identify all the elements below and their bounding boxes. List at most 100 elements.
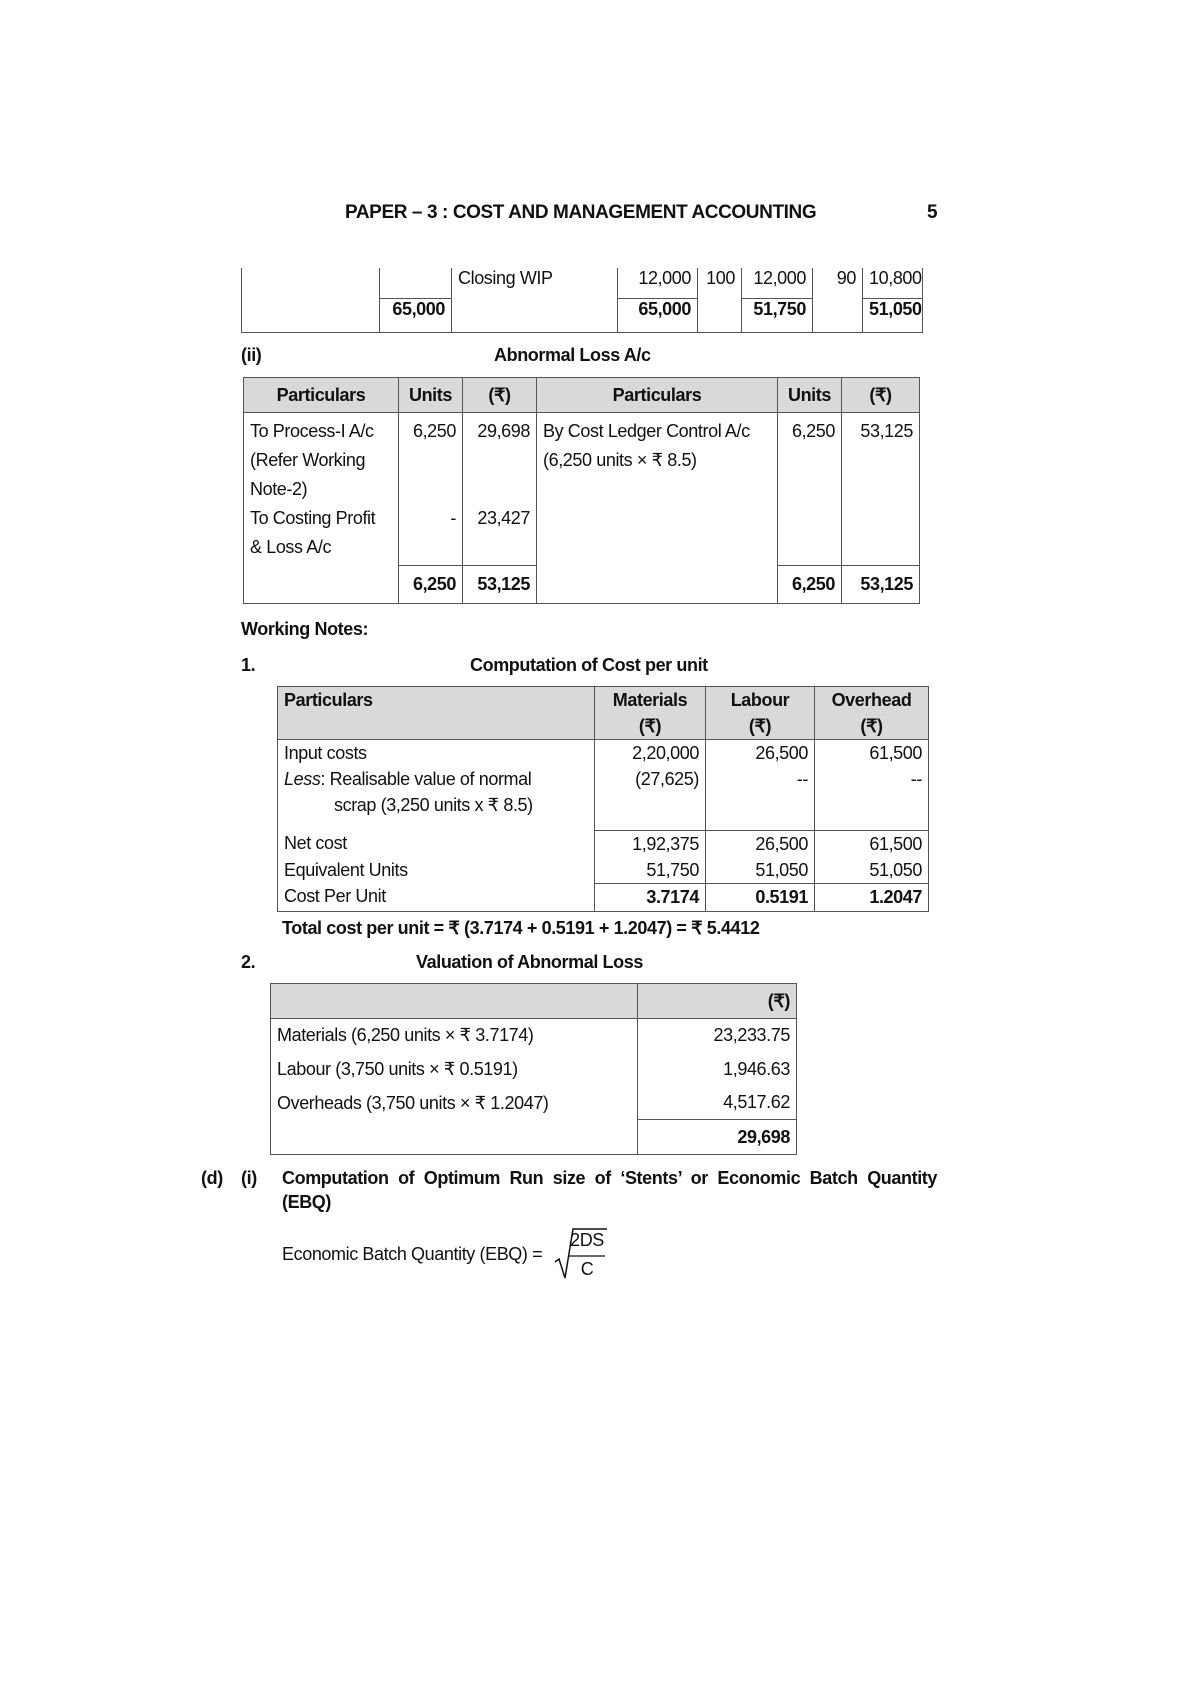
debit-units: 6,250 - <box>398 412 463 566</box>
credit-particulars: By Cost Ledger Control A/c (6,250 units … <box>536 412 778 566</box>
table-row: Materials (6,250 units × ₹ 3.7174) 23,23… <box>270 1018 797 1053</box>
line: (Refer Working <box>250 450 366 470</box>
cell: 51,050 <box>814 856 929 884</box>
cell: 12,000 <box>617 268 698 298</box>
cell: 100 <box>697 268 742 298</box>
column-header: Labour (₹) <box>705 686 815 740</box>
page-number: 5 <box>927 202 938 223</box>
total: 6,250 <box>777 565 842 604</box>
line: (6,250 units × ₹ 8.5) <box>543 450 697 470</box>
debit-amount: 29,698 23,427 <box>462 412 537 566</box>
note-number: 2. <box>241 952 256 972</box>
cell: 65,000 <box>617 297 698 333</box>
column-header: (₹) <box>637 983 797 1019</box>
row-label: Net cost <box>277 830 595 857</box>
cell: 51,750 <box>594 856 706 884</box>
column-header: Particulars <box>243 377 399 413</box>
cell: 61,500 <box>814 739 929 766</box>
line: & Loss A/c <box>250 537 332 557</box>
column-header: Particulars <box>277 686 595 740</box>
total: 53,125 <box>841 565 920 604</box>
credit-units: 6,250 <box>777 412 842 566</box>
cell: 23,233.75 <box>637 1018 797 1053</box>
row-label: Overheads (3,750 units × ₹ 1.2047) <box>270 1086 638 1120</box>
cell: 90 <box>812 268 863 298</box>
table-row: Net cost 1,92,375 26,500 61,500 <box>277 830 929 857</box>
header-label: Materials <box>612 690 688 710</box>
cell: 51,750 <box>741 297 813 333</box>
ebq-heading: Computation of Optimum Run size of ‘Sten… <box>282 1168 937 1188</box>
table-row: Cost Per Unit 3.7174 0.5191 1.2047 <box>277 883 929 912</box>
cell: 51,050 <box>862 297 923 333</box>
cell: (27,625) <box>594 766 706 831</box>
header-label: Labour <box>730 690 790 710</box>
abnormal-loss-valuation-table: (₹) Materials (6,250 units × ₹ 3.7174) 2… <box>270 983 797 1155</box>
ebq-heading-cont: (EBQ) <box>282 1192 331 1212</box>
cell: 1,92,375 <box>594 830 706 857</box>
table-row: Equivalent Units 51,750 51,050 51,050 <box>277 856 929 884</box>
cell: 51,050 <box>705 856 815 884</box>
column-header: Units <box>777 377 842 413</box>
page-header-title: PAPER – 3 : COST AND MANAGEMENT ACCOUNTI… <box>345 202 817 223</box>
cell: 61,500 <box>814 830 929 857</box>
section-marker: (d) <box>201 1168 223 1188</box>
formula-numerator: 2DS <box>570 1230 604 1250</box>
header-label: Overhead <box>831 690 912 710</box>
row-label: Less: Realisable value of normal scrap (3… <box>277 766 595 830</box>
column-header: Particulars <box>536 377 778 413</box>
row-label: Cost Per Unit <box>277 883 595 912</box>
cell: 12,000 <box>741 268 813 298</box>
row-label: Equivalent Units <box>277 856 595 883</box>
formula-denominator: C <box>580 1259 594 1279</box>
value: 6,250 <box>412 421 456 441</box>
table-row: Input costs 2,20,000 26,500 61,500 <box>277 739 929 766</box>
square-root-sign-icon <box>554 1228 607 1279</box>
cell: 65,000 <box>379 297 452 333</box>
column-header: (₹) <box>462 377 537 413</box>
italic-label: Less <box>284 769 321 789</box>
total: 6,250 <box>398 565 463 604</box>
table-row: Overheads (3,750 units × ₹ 1.2047) 4,517… <box>270 1086 797 1120</box>
cell: -- <box>814 766 929 831</box>
debit-particulars: To Process-I A/c (Refer Working Note-2) … <box>243 412 399 566</box>
cell: 26,500 <box>705 830 815 857</box>
line: To Process-I A/c <box>250 421 374 441</box>
cost-per-unit-table: Particulars Materials (₹) Labour (₹) Overh… <box>277 686 929 912</box>
value: 23,427 <box>477 508 530 528</box>
table-row: Labour (3,750 units × ₹ 0.5191) 1,946.63 <box>270 1052 797 1087</box>
value: 29,698 <box>477 421 530 441</box>
cell: 26,500 <box>705 739 815 766</box>
total-cost-per-unit: Total cost per unit = ₹ (3.7174 + 0.5191… <box>282 918 760 938</box>
process-account-fragment: Closing WIP 12,000 100 12,000 90 10,800 … <box>241 268 923 333</box>
total: 53,125 <box>462 565 537 604</box>
working-notes-heading: Working Notes: <box>241 619 369 639</box>
value: - <box>450 508 456 528</box>
label: scrap (3,250 units x ₹ 8.5) <box>334 795 533 815</box>
closing-wip-label: Closing WIP <box>451 268 618 298</box>
note-number: 1. <box>241 655 256 675</box>
column-header: (₹) <box>841 377 920 413</box>
column-header: Overhead (₹) <box>814 686 929 740</box>
total: 29,698 <box>637 1119 797 1155</box>
cell: 0.5191 <box>705 883 815 912</box>
note2-title: Valuation of Abnormal Loss <box>416 952 643 972</box>
credit-amount: 53,125 <box>841 412 920 566</box>
label: : Realisable value of normal <box>320 769 532 789</box>
abnormal-loss-table: Particulars Units (₹) Particulars Units … <box>243 377 920 604</box>
abnormal-loss-title: Abnormal Loss A/c <box>494 345 651 365</box>
note1-title: Computation of Cost per unit <box>470 655 708 675</box>
cell: 1.2047 <box>814 883 929 912</box>
cell: 10,800 <box>862 268 923 298</box>
currency: (₹) <box>748 716 772 736</box>
table-row: Less: Realisable value of normal scrap (3… <box>277 766 929 831</box>
section-marker: (ii) <box>241 345 262 365</box>
cell: 1,946.63 <box>637 1052 797 1087</box>
row-label: Labour (3,750 units × ₹ 0.5191) <box>270 1052 638 1087</box>
column-header: Materials (₹) <box>594 686 706 740</box>
cell: 2,20,000 <box>594 739 706 766</box>
currency: (₹) <box>638 716 662 736</box>
cell: -- <box>705 766 815 831</box>
column-header: Units <box>398 377 463 413</box>
cell: 3.7174 <box>594 883 706 912</box>
